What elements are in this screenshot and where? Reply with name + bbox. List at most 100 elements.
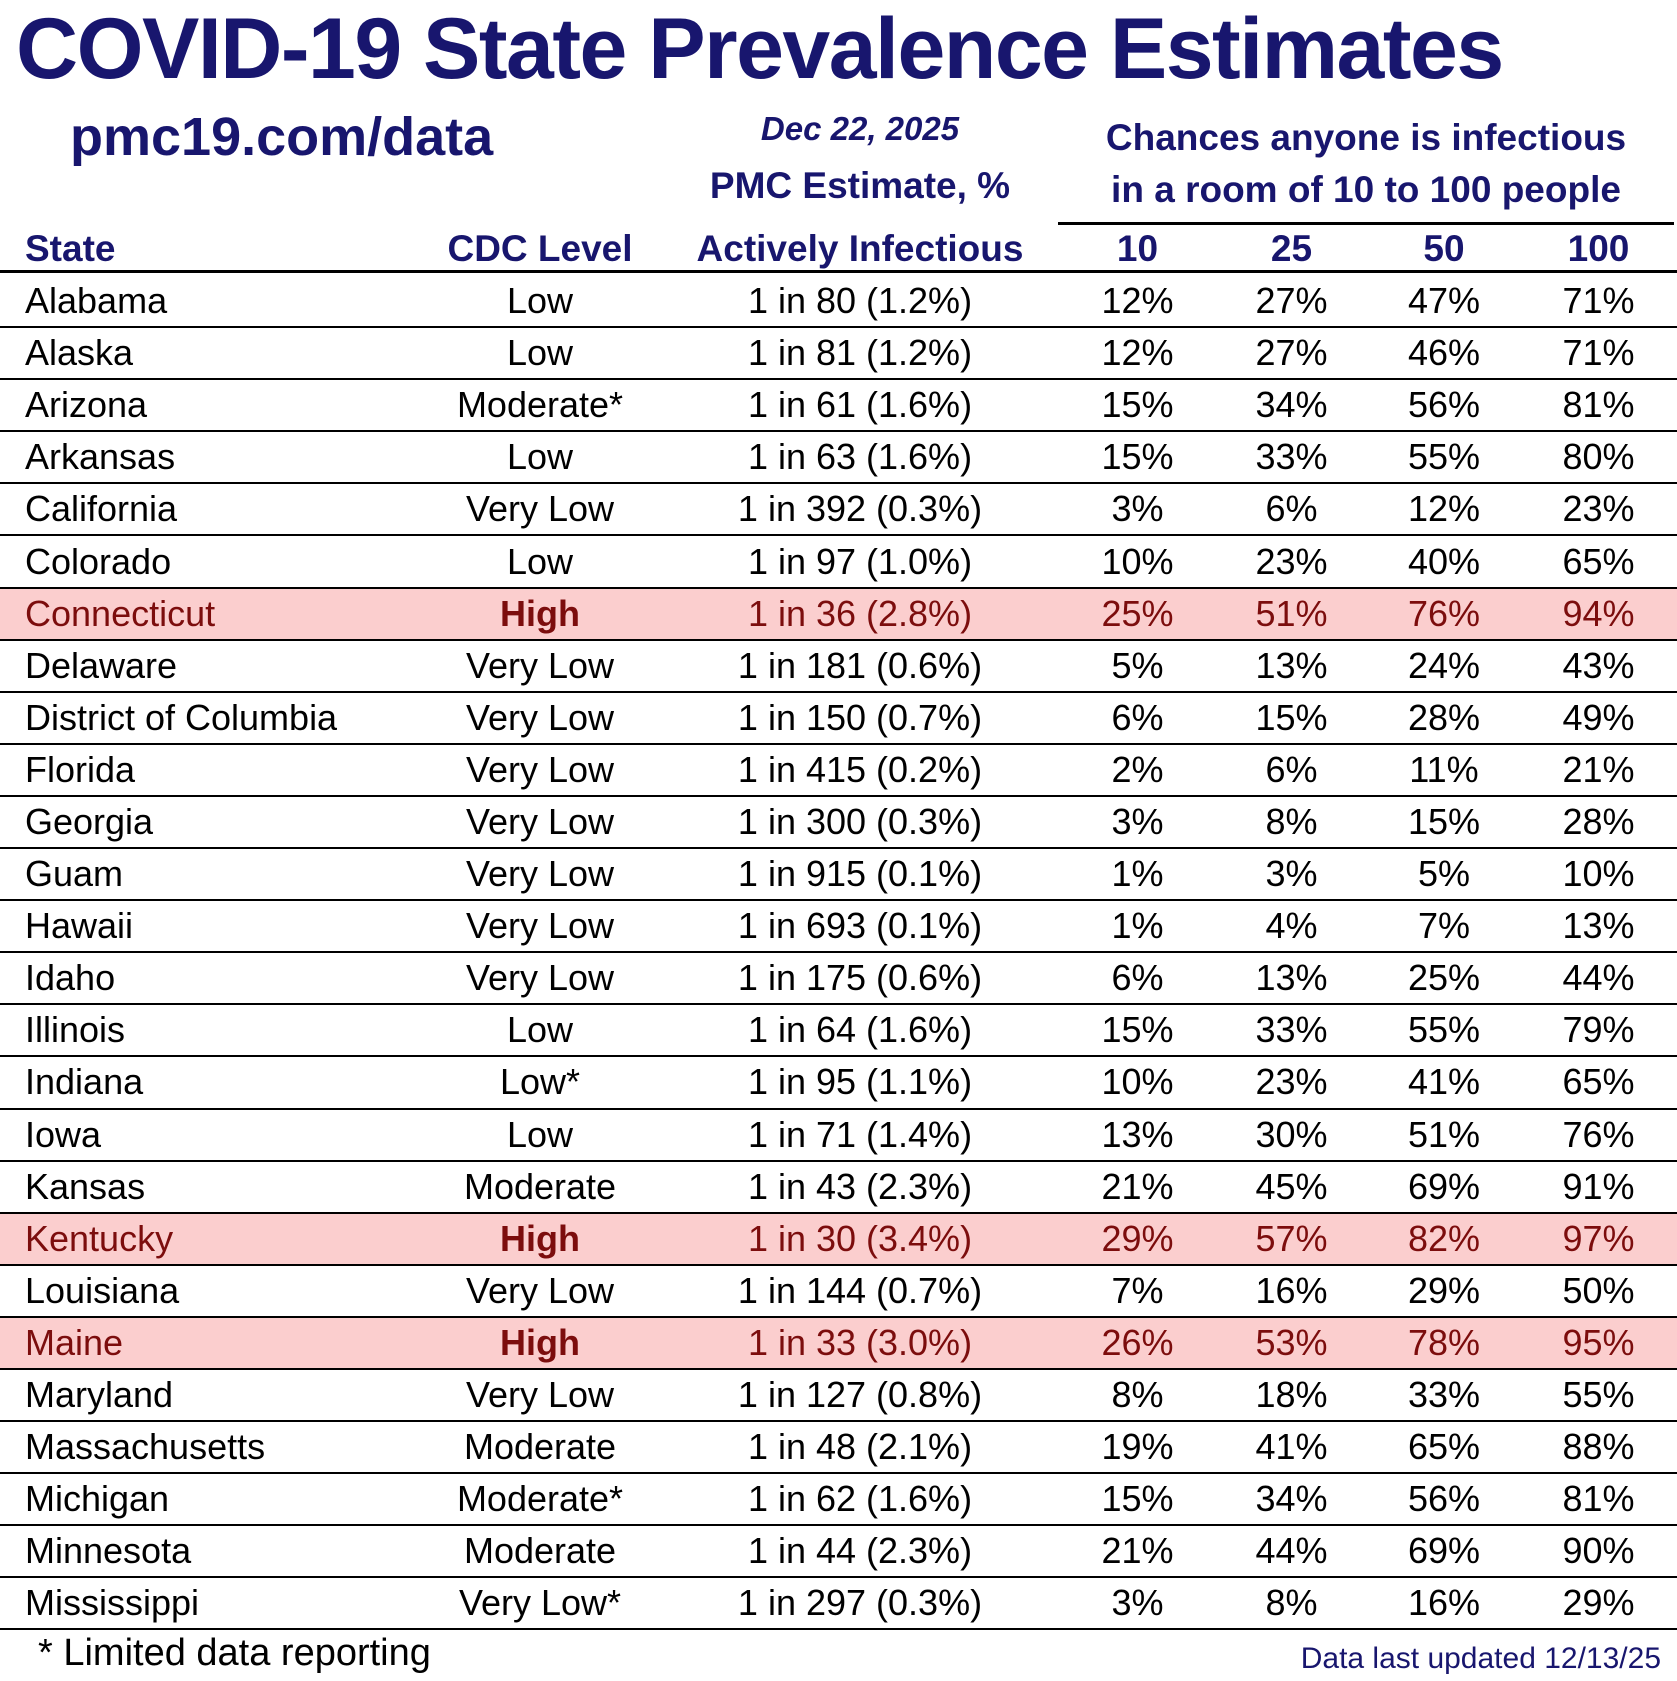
chance-room-100: 81%: [1562, 1478, 1635, 1520]
chance-room-50: 56%: [1407, 384, 1481, 426]
pmc-estimate: 1 in 144 (0.7%): [737, 1269, 983, 1311]
chance-room-100: 71%: [1562, 332, 1635, 374]
column-header-room-25: 25: [1270, 228, 1313, 269]
chance-room-10: 3%: [1111, 800, 1164, 842]
chance-room-50: 33%: [1407, 1374, 1481, 1416]
state-name: Michigan: [25, 1478, 170, 1520]
column-header-state: State: [25, 228, 116, 269]
chance-room-50: 69%: [1407, 1165, 1481, 1207]
chance-room-25: 41%: [1255, 1426, 1328, 1468]
chance-room-25: 6%: [1265, 748, 1318, 790]
chance-room-25: 34%: [1255, 1478, 1328, 1520]
cdc-level: Very Low*: [458, 1582, 622, 1624]
table-row: Illinois Low 1 in 64 (1.6%) 15% 33% 55% …: [0, 1005, 1677, 1058]
chance-room-100: 65%: [1562, 1061, 1635, 1103]
chances-header-line1: Chances anyone is infectious: [1105, 117, 1627, 158]
chance-room-100: 13%: [1562, 905, 1635, 947]
state-name: Alaska: [25, 332, 134, 374]
cdc-level: High: [500, 592, 580, 634]
chance-room-25: 53%: [1255, 1321, 1328, 1363]
chance-room-10: 25%: [1101, 592, 1174, 634]
chance-room-25: 30%: [1255, 1113, 1328, 1155]
cdc-level: Moderate*: [456, 1478, 624, 1520]
state-name: Alabama: [25, 280, 168, 322]
cdc-level: Low*: [499, 1061, 581, 1103]
chance-room-10: 3%: [1111, 1582, 1164, 1624]
column-header-cdc-level: CDC Level: [447, 228, 633, 269]
chance-room-25: 8%: [1265, 1582, 1318, 1624]
pmc-estimate: 1 in 81 (1.2%): [747, 332, 973, 374]
chance-room-100: 91%: [1562, 1165, 1635, 1207]
chance-room-25: 16%: [1255, 1269, 1328, 1311]
chance-room-50: 11%: [1409, 748, 1479, 790]
table-row: Florida Very Low 1 in 415 (0.2%) 2% 6% 1…: [0, 745, 1677, 797]
chance-room-50: 15%: [1407, 800, 1481, 842]
column-header-row: State CDC Level Actively Infectious 10 2…: [0, 228, 1677, 273]
table-row: Arizona Moderate* 1 in 61 (1.6%) 15% 34%…: [0, 380, 1677, 433]
chance-room-50: 28%: [1407, 696, 1481, 738]
state-name: Idaho: [25, 957, 116, 999]
chance-room-10: 7%: [1111, 1269, 1164, 1311]
chance-room-25: 33%: [1255, 1009, 1328, 1051]
cdc-level: Low: [506, 1009, 574, 1051]
state-name: California: [25, 488, 178, 530]
cdc-level: Low: [506, 540, 574, 582]
chance-room-100: 29%: [1562, 1582, 1635, 1624]
chance-room-10: 10%: [1101, 1061, 1174, 1103]
chance-room-10: 19%: [1101, 1426, 1174, 1468]
chance-room-50: 69%: [1407, 1530, 1481, 1572]
chance-room-25: 15%: [1255, 696, 1328, 738]
table-row: Arkansas Low 1 in 63 (1.6%) 15% 33% 55% …: [0, 432, 1677, 485]
state-name: Louisiana: [25, 1269, 180, 1311]
chance-room-50: 29%: [1407, 1269, 1481, 1311]
pmc-estimate: 1 in 150 (0.7%): [737, 696, 983, 738]
chance-room-50: 47%: [1407, 280, 1481, 322]
cdc-level: Low: [506, 280, 574, 322]
pmc-estimate: 1 in 297 (0.3%): [737, 1582, 983, 1624]
chance-room-100: 71%: [1562, 280, 1635, 322]
chance-room-10: 15%: [1101, 384, 1174, 426]
chance-room-50: 12%: [1407, 488, 1481, 530]
chances-header: Chances anyone is infectious in a room o…: [1058, 116, 1674, 225]
chance-room-50: 56%: [1407, 1478, 1481, 1520]
cdc-level: Moderate: [463, 1530, 617, 1572]
table-row: Kentucky High 1 in 30 (3.4%) 29% 57% 82%…: [0, 1213, 1677, 1266]
chance-room-50: 7%: [1417, 905, 1471, 947]
state-name: Illinois: [25, 1009, 126, 1051]
cdc-level: Very Low: [465, 488, 615, 530]
column-header-room-10: 10: [1116, 228, 1159, 269]
state-name: Arizona: [25, 384, 148, 426]
pmc-estimate: 1 in 97 (1.0%): [747, 540, 973, 582]
chance-room-25: 4%: [1265, 905, 1318, 947]
cdc-level: High: [500, 1321, 580, 1363]
column-header-actively-infectious: Actively Infectious: [696, 228, 1024, 269]
chance-room-50: 65%: [1407, 1426, 1481, 1468]
chance-room-50: 40%: [1407, 540, 1481, 582]
state-name: Kentucky: [25, 1217, 174, 1259]
cdc-level: Very Low: [465, 853, 615, 895]
chance-room-50: 55%: [1407, 1009, 1481, 1051]
chance-room-50: 41%: [1407, 1061, 1481, 1103]
chance-room-10: 3%: [1111, 488, 1164, 530]
column-header-room-50: 50: [1423, 228, 1465, 269]
chance-room-25: 27%: [1255, 280, 1328, 322]
cdc-level: Moderate*: [456, 384, 624, 426]
pmc-estimate: 1 in 95 (1.1%): [747, 1061, 973, 1103]
chance-room-100: 95%: [1562, 1321, 1635, 1363]
chance-room-10: 8%: [1111, 1374, 1164, 1416]
table-row: Kansas Moderate 1 in 43 (2.3%) 21% 45% 6…: [0, 1162, 1677, 1214]
pmc-estimate: 1 in 415 (0.2%): [737, 748, 983, 790]
pmc-estimate: 1 in 71 (1.4%): [747, 1113, 973, 1155]
column-header-room-100: 100: [1567, 228, 1630, 269]
pmc-estimate: 1 in 63 (1.6%): [747, 436, 973, 478]
pmc-estimate: 1 in 300 (0.3%): [737, 800, 983, 842]
pmc-estimate: 1 in 181 (0.6%): [737, 644, 983, 686]
chance-room-25: 18%: [1255, 1374, 1328, 1416]
table-row: California Very Low 1 in 392 (0.3%) 3% 6…: [0, 484, 1677, 537]
chance-room-100: 50%: [1562, 1269, 1635, 1311]
chance-room-10: 5%: [1111, 644, 1164, 686]
cdc-level: Very Low: [465, 644, 615, 686]
cdc-level: Low: [506, 1113, 574, 1155]
chance-room-10: 6%: [1111, 957, 1164, 999]
